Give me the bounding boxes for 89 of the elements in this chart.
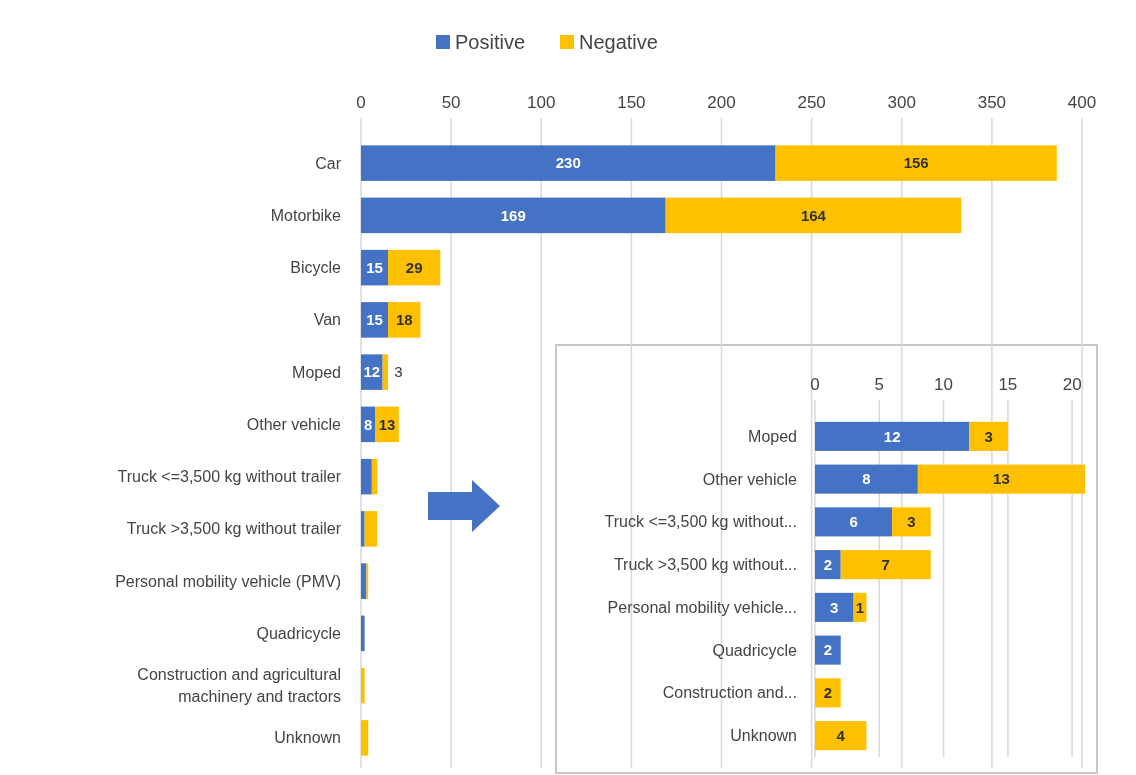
- data-label: 2: [823, 641, 833, 659]
- data-label: 230: [555, 154, 581, 172]
- x-tick-label: 200: [707, 93, 736, 112]
- x-tick-label: 50: [441, 93, 461, 112]
- bar: [361, 302, 389, 338]
- data-label: 4: [836, 726, 846, 744]
- x-tick-label: 5: [874, 375, 885, 394]
- bar: [969, 421, 1008, 451]
- y-tick-label: Truck <=3,500 kg without trailer: [117, 468, 342, 486]
- data-label: 3: [907, 513, 916, 531]
- data-label: 2: [823, 555, 833, 573]
- legend-label: Positive: [455, 31, 526, 53]
- bar: [361, 458, 372, 495]
- bar: [775, 145, 1057, 181]
- y-tick-label: Quadricycle: [256, 624, 342, 642]
- bar: [815, 592, 854, 622]
- y-tick-label: Unknown: [730, 727, 797, 745]
- y-tick-label: Motorbike: [270, 206, 342, 224]
- bar: [364, 511, 378, 547]
- data-label: 8: [364, 415, 373, 433]
- x-tick-label: 0: [356, 93, 366, 112]
- bar: [361, 511, 365, 547]
- bar: [815, 721, 867, 751]
- data-label: 13: [993, 470, 1010, 488]
- bar: [361, 145, 776, 181]
- bar: [361, 720, 369, 756]
- data-label: 2: [823, 684, 833, 702]
- y-tick-label: Construction and...: [662, 684, 797, 702]
- bar: [815, 464, 918, 494]
- bar: [361, 197, 666, 234]
- y-tick-label: Quadricycle: [712, 641, 798, 659]
- data-label: 156: [903, 154, 929, 172]
- x-tick-label: 250: [797, 93, 826, 112]
- bar: [840, 550, 931, 580]
- y-tick-label: Moped: [748, 427, 797, 445]
- x-tick-label: 20: [1062, 375, 1082, 394]
- y-tick-label: Unknown: [274, 729, 341, 747]
- x-tick-label: 300: [887, 93, 916, 112]
- x-tick-label: 400: [1067, 93, 1097, 112]
- bar: [815, 635, 841, 665]
- y-tick-label: Personal mobility vehicle (PMV): [115, 572, 341, 590]
- bar: [388, 249, 441, 286]
- x-tick-label: 0: [810, 375, 820, 394]
- bar: [371, 458, 378, 495]
- bar: [388, 302, 421, 338]
- y-tick-label: Truck <=3,500 kg without...: [604, 513, 797, 531]
- data-label: 29: [405, 258, 423, 276]
- bar: [361, 563, 367, 599]
- y-tick-label: Moped: [292, 363, 341, 381]
- y-tick-label: Other vehicle: [702, 470, 798, 488]
- bar: [382, 354, 389, 390]
- legend-label: Negative: [579, 31, 658, 53]
- data-label: 3: [394, 363, 403, 381]
- x-tick-label: 350: [977, 93, 1007, 112]
- y-tick-label: Bicycle: [290, 259, 342, 277]
- data-label: 3: [830, 598, 839, 616]
- data-label: 12: [363, 363, 381, 381]
- bar: [361, 615, 365, 652]
- data-label: 15: [366, 311, 383, 329]
- data-label: 8: [862, 470, 871, 488]
- x-tick-label: 15: [998, 375, 1018, 394]
- y-tick-label: Construction and agricultural machinery and tractors: [137, 666, 341, 706]
- x-tick-label: 10: [934, 375, 954, 394]
- data-label: 6: [849, 513, 858, 531]
- bar: [917, 464, 1085, 494]
- y-tick-label: Car: [315, 154, 342, 172]
- bar: [815, 550, 841, 580]
- bar: [665, 197, 962, 234]
- data-label: 7: [881, 555, 890, 573]
- y-tick-label: Truck >3,500 kg without...: [613, 556, 797, 574]
- bar: [892, 507, 931, 537]
- data-label: 13: [378, 415, 396, 433]
- data-label: 3: [984, 427, 993, 445]
- bar: [815, 421, 970, 451]
- data-label: 18: [395, 311, 413, 329]
- data-label: 1: [855, 598, 865, 616]
- y-tick-label: Personal mobility vehicle...: [607, 598, 797, 616]
- y-tick-label: Van: [313, 311, 341, 329]
- bar: [361, 667, 365, 704]
- data-label: 169: [500, 206, 526, 224]
- bar: [815, 678, 841, 708]
- y-tick-label: Other vehicle: [246, 415, 342, 433]
- bar: [815, 507, 893, 537]
- x-tick-label: 150: [617, 93, 646, 112]
- data-label: 164: [800, 206, 827, 224]
- data-label: 12: [883, 427, 901, 445]
- x-tick-label: 100: [527, 93, 556, 112]
- y-tick-label: Truck >3,500 kg without trailer: [126, 520, 342, 538]
- data-label: 15: [366, 258, 383, 276]
